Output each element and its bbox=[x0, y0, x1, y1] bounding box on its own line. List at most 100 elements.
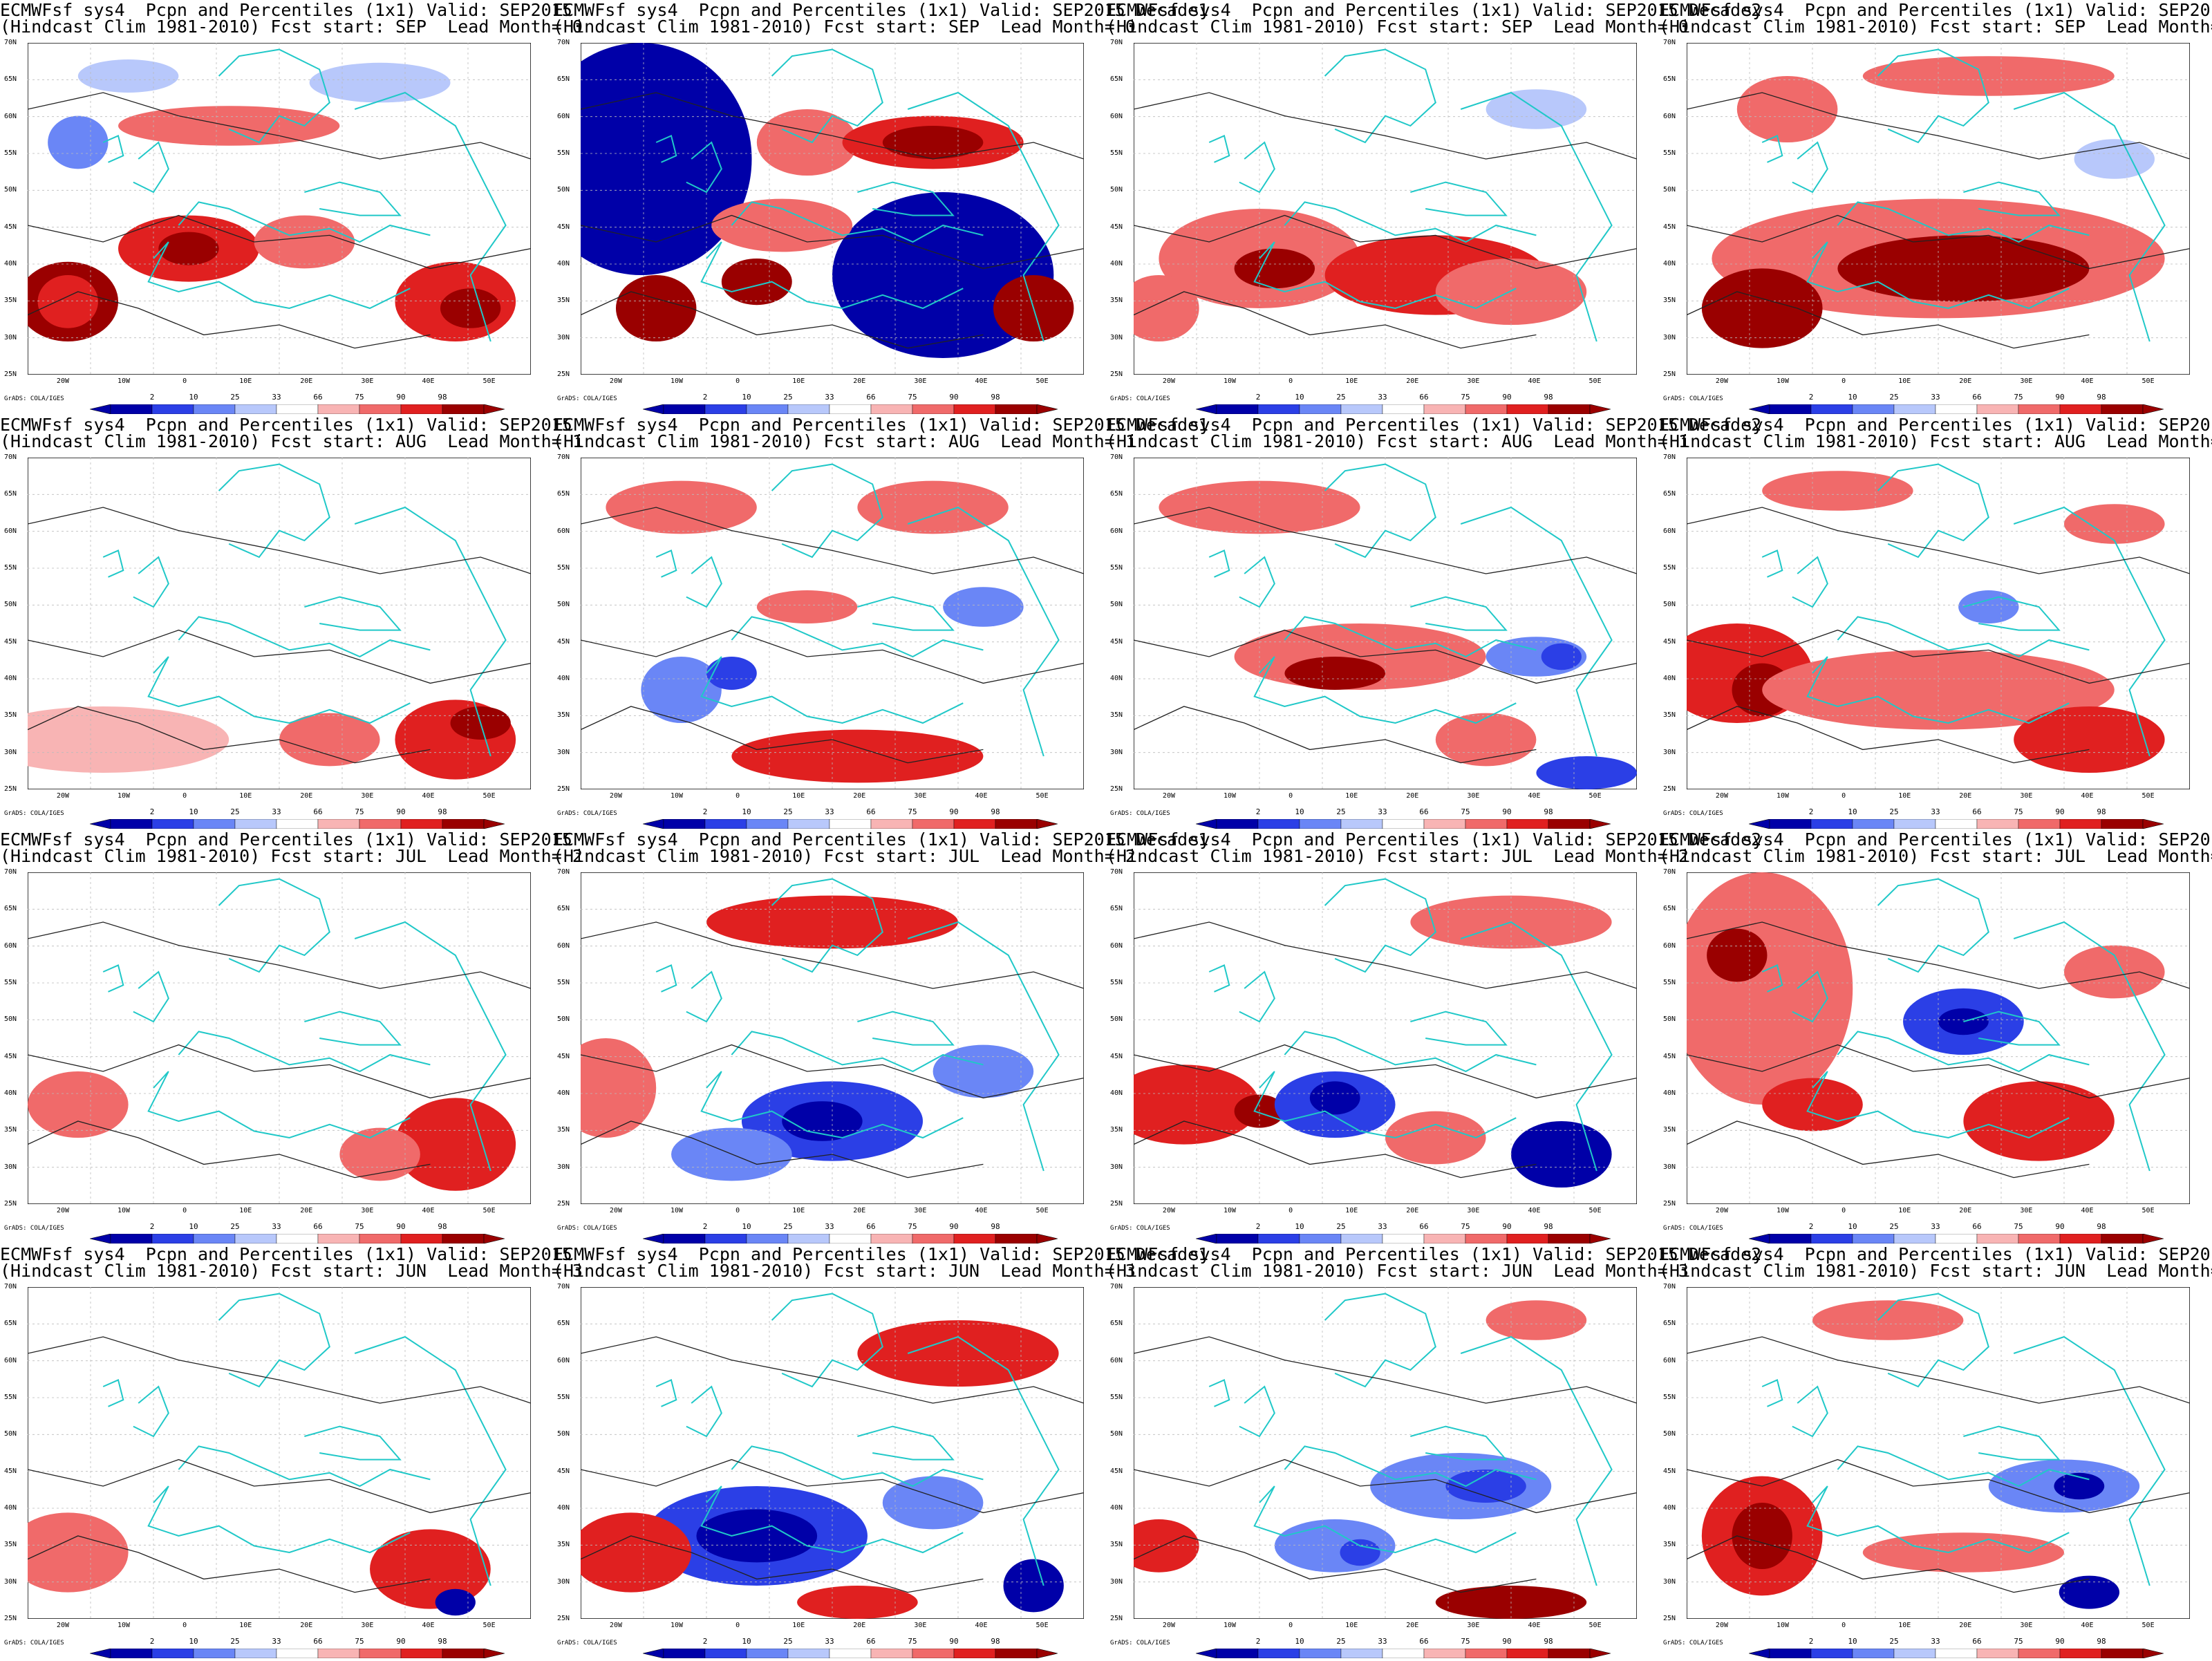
latitude-label: 35N bbox=[557, 297, 570, 305]
colorbar-tick-label: 2 bbox=[1808, 1637, 1814, 1646]
longitude-label: 30E bbox=[2020, 377, 2033, 385]
longitude-label: 50E bbox=[2141, 792, 2155, 800]
coastline bbox=[1239, 556, 1275, 608]
colorbar-tick-label: 66 bbox=[1419, 807, 1429, 816]
longitude-label: 30E bbox=[914, 1622, 927, 1629]
colorbar bbox=[1195, 404, 1611, 415]
colorbar-swatch bbox=[953, 1648, 996, 1659]
longitude-label: 10W bbox=[1224, 1207, 1237, 1214]
colorbar-tick-label: 75 bbox=[355, 1637, 364, 1646]
grads-credit: GrADS: COLA/IGES bbox=[1663, 1225, 1723, 1232]
percentile-area bbox=[1837, 235, 2090, 302]
colorbar-tick-label: 66 bbox=[866, 1222, 876, 1231]
longitude-label: 10W bbox=[1224, 377, 1237, 385]
colorbar-swatch bbox=[1935, 404, 1978, 415]
latitude-label: 30N bbox=[1663, 1577, 1676, 1586]
colorbar-swatch bbox=[317, 818, 360, 829]
percentile-area bbox=[797, 1586, 918, 1619]
longitude-label: 10W bbox=[1224, 1622, 1237, 1629]
coastline bbox=[655, 964, 677, 993]
colorbar-swatch bbox=[1852, 1648, 1895, 1659]
colorbar-tick-label: 25 bbox=[230, 1637, 240, 1646]
latitude-label: 40N bbox=[1663, 1089, 1676, 1097]
colorbar-swatch bbox=[953, 404, 996, 415]
contour-line bbox=[28, 1044, 531, 1099]
forecast-panel: ECMWFsf sys4 Pcpn and Percentiles (1x1) … bbox=[553, 0, 1208, 415]
latitude-label: 55N bbox=[4, 564, 17, 572]
coastline bbox=[857, 596, 955, 631]
coastline bbox=[133, 970, 169, 1023]
latitude-label: 65N bbox=[4, 905, 17, 913]
colorbar-tick-label: 10 bbox=[1295, 393, 1304, 402]
colorbar-swatch bbox=[2059, 404, 2102, 415]
colorbar-swatch bbox=[400, 404, 443, 415]
coastline bbox=[102, 1379, 124, 1407]
colorbar-swatch bbox=[1548, 818, 1591, 829]
colorbar-swatch bbox=[400, 818, 443, 829]
latitude-label: 40N bbox=[1663, 1504, 1676, 1512]
colorbar bbox=[89, 1648, 505, 1659]
coastline bbox=[1792, 141, 1828, 194]
percentile-area bbox=[1284, 657, 1385, 690]
latitude-label: 45N bbox=[4, 1467, 17, 1475]
colorbar-swatch bbox=[1935, 1233, 1978, 1244]
colorbar-tick-label: 25 bbox=[1336, 1637, 1346, 1646]
percentile-area bbox=[339, 1127, 420, 1181]
percentile-area bbox=[943, 587, 1024, 627]
percentile-area bbox=[1385, 1111, 1486, 1165]
colorbar-swatch bbox=[151, 818, 194, 829]
latitude-label: 60N bbox=[1663, 112, 1676, 120]
contour-line bbox=[1134, 507, 1637, 574]
colorbar-swatch bbox=[151, 404, 194, 415]
latitude-label: 65N bbox=[1110, 905, 1123, 913]
colorbar-swatch bbox=[1465, 1233, 1508, 1244]
colorbar-swatch bbox=[110, 818, 153, 829]
longitude-label: 10W bbox=[671, 1207, 684, 1214]
colorbar-tick-label: 33 bbox=[825, 807, 834, 816]
colorbar-tick-label: 66 bbox=[1419, 393, 1429, 402]
colorbar-swatch bbox=[2101, 1648, 2144, 1659]
latitude-label: 30N bbox=[1663, 333, 1676, 341]
longitude-label: 0 bbox=[1288, 792, 1293, 800]
latitude-label: 25N bbox=[1663, 370, 1676, 378]
latitude-label: 45N bbox=[1663, 1052, 1676, 1060]
panel-subtitle: (Hindcast Clim 1981-2010) Fcst start: JU… bbox=[0, 1261, 583, 1281]
latitude-label: 25N bbox=[4, 1615, 17, 1622]
latitude-label: 70N bbox=[1110, 39, 1123, 46]
latitude-label: 70N bbox=[557, 1283, 570, 1291]
colorbar-tick-labels: 2 10 25 33 66 75 90 98 bbox=[90, 393, 505, 402]
longitude-label: 20W bbox=[56, 377, 69, 385]
latitude-label: 65N bbox=[1663, 1320, 1676, 1328]
colorbar-swatch bbox=[359, 404, 402, 415]
longitude-label: 0 bbox=[1841, 1207, 1846, 1214]
colorbar bbox=[1748, 818, 2164, 829]
latitude-label: 25N bbox=[1110, 1200, 1123, 1208]
colorbar-tick-labels: 2 10 25 33 66 75 90 98 bbox=[1749, 1637, 2164, 1646]
latitude-label: 40N bbox=[1110, 260, 1123, 268]
latitude-label: 35N bbox=[4, 1541, 17, 1549]
contour-line bbox=[581, 1458, 1084, 1514]
percentile-area bbox=[2064, 945, 2165, 999]
percentile-area bbox=[254, 215, 355, 269]
colorbar-swatch bbox=[787, 1233, 830, 1244]
grads-credit: GrADS: COLA/IGES bbox=[1663, 1640, 1723, 1646]
colorbar-swatch bbox=[829, 1648, 872, 1659]
contour-line bbox=[1134, 1535, 1537, 1593]
colorbar-swatch bbox=[1382, 404, 1425, 415]
panel-subtitle: (Hindcast Clim 1981-2010) Fcst start: AU… bbox=[0, 431, 583, 451]
latitude-label: 60N bbox=[4, 1356, 17, 1364]
latitude-label: 25N bbox=[4, 785, 17, 793]
grads-credit: GrADS: COLA/IGES bbox=[1663, 810, 1723, 817]
colorbar-tick-label: 2 bbox=[1255, 1222, 1261, 1231]
coastline bbox=[1963, 181, 2061, 216]
colorbar-tick-label: 75 bbox=[908, 393, 917, 402]
colorbar-swatch bbox=[1340, 404, 1383, 415]
longitude-label: 0 bbox=[1288, 377, 1293, 385]
longitude-label: 40E bbox=[1528, 1207, 1541, 1214]
percentile-area bbox=[721, 259, 792, 306]
latitude-label: 55N bbox=[1110, 979, 1123, 986]
panel-subtitle: (Hindcast Clim 1981-2010) Fcst start: JU… bbox=[1106, 1261, 1689, 1281]
coastline bbox=[1963, 1425, 2061, 1461]
colorbar-tick-label: 90 bbox=[1502, 393, 1512, 402]
grads-credit: GrADS: COLA/IGES bbox=[1663, 395, 1723, 402]
